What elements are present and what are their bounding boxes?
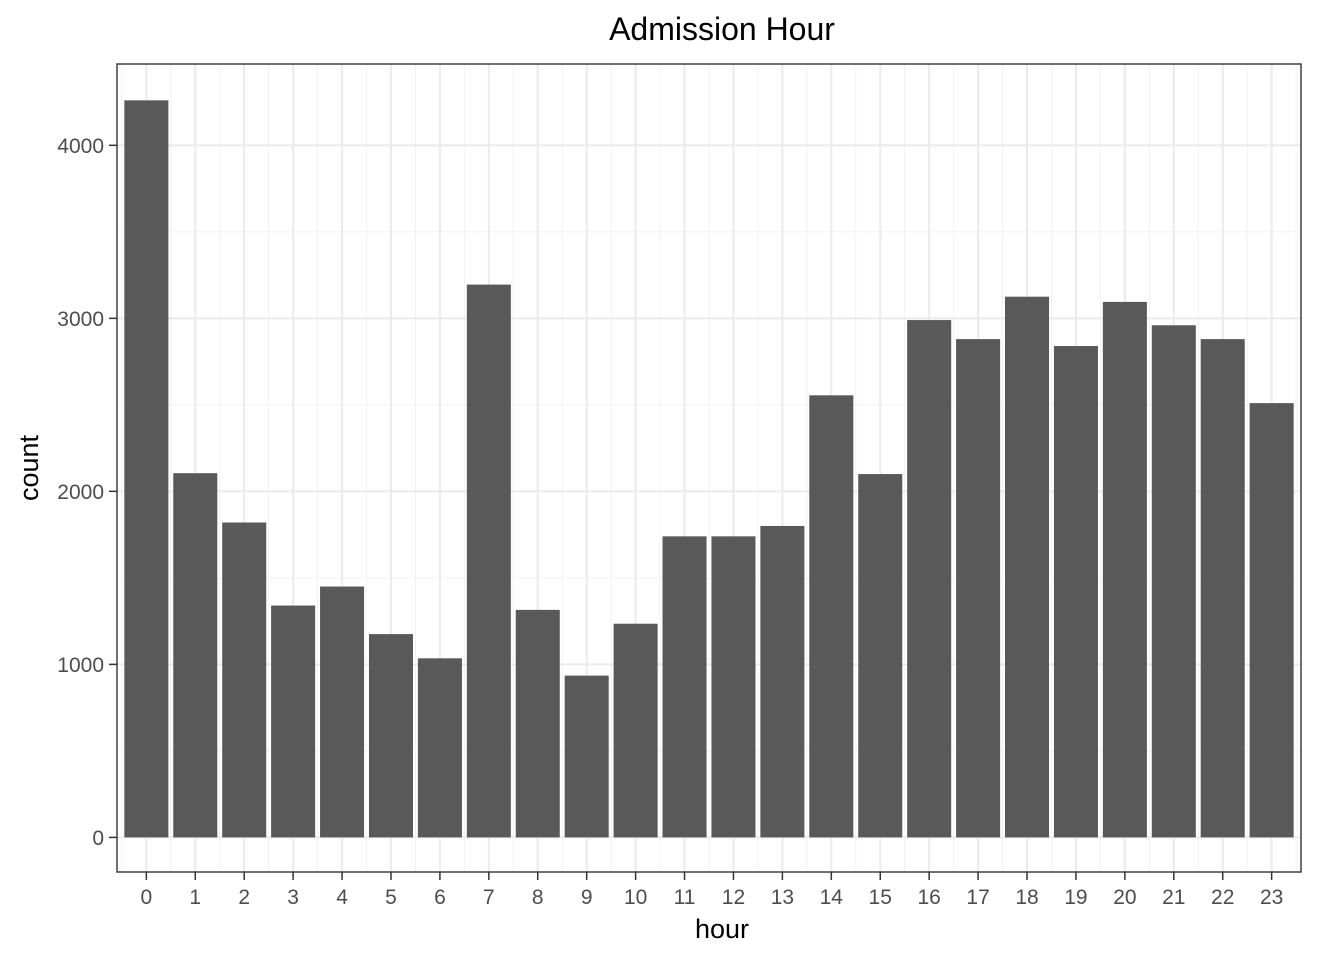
x-tick-label: 12 <box>722 886 745 909</box>
bar-hour-8 <box>515 609 560 838</box>
x-tick-label: 4 <box>336 886 348 909</box>
bar-hour-21 <box>1151 325 1196 838</box>
y-tick-label: 2000 <box>57 481 104 504</box>
bar-hour-4 <box>320 586 365 838</box>
x-tick-label: 20 <box>1113 886 1136 909</box>
chart-title: Admission Hour <box>609 11 835 47</box>
bar-hour-17 <box>956 339 1001 838</box>
bar-hour-7 <box>466 284 511 838</box>
x-axis: 0 1 2 3 4 5 6 7 8 9 10 11 12 13 14 15 16 17 18 19 20 21 22 23 <box>141 872 1283 909</box>
x-tick-label: 13 <box>771 886 794 909</box>
y-tick-label: 4000 <box>57 135 104 158</box>
x-tick-label: 19 <box>1064 886 1087 909</box>
x-tick-label: 21 <box>1162 886 1185 909</box>
x-tick-label: 7 <box>483 886 495 909</box>
y-tick-label: 0 <box>92 827 104 850</box>
bars <box>124 100 1294 838</box>
x-tick-label: 18 <box>1015 886 1038 909</box>
x-tick-label: 3 <box>287 886 299 909</box>
x-tick-label: 14 <box>820 886 844 909</box>
x-tick-label: 17 <box>966 886 989 909</box>
bar-hour-9 <box>564 675 609 838</box>
bar-hour-22 <box>1200 339 1245 838</box>
bar-hour-5 <box>368 634 413 838</box>
x-tick-label: 9 <box>581 886 593 909</box>
y-tick-label: 3000 <box>57 308 104 331</box>
x-tick-label: 2 <box>238 886 250 909</box>
bar-hour-20 <box>1102 301 1147 838</box>
x-tick-label: 0 <box>141 886 153 909</box>
x-tick-label: 15 <box>869 886 892 909</box>
bar-hour-11 <box>662 536 707 838</box>
x-tick-label: 16 <box>917 886 940 909</box>
x-tick-label: 8 <box>532 886 544 909</box>
bar-hour-10 <box>613 623 658 838</box>
x-tick-label: 1 <box>189 886 201 909</box>
bar-hour-18 <box>1005 296 1050 838</box>
bar-hour-16 <box>907 320 952 838</box>
bar-hour-19 <box>1053 346 1098 838</box>
panel-border <box>116 63 1302 873</box>
x-tick-label: 5 <box>385 886 397 909</box>
bar-hour-1 <box>173 473 218 838</box>
bar-hour-3 <box>271 605 316 838</box>
x-tick-label: 11 <box>674 886 696 909</box>
bar-hour-2 <box>222 522 267 838</box>
bar-hour-13 <box>760 525 805 838</box>
y-axis: 0 1000 2000 3000 4000 <box>57 135 117 850</box>
bar-hour-12 <box>711 536 756 838</box>
bar-hour-6 <box>417 658 462 838</box>
x-tick-label: 22 <box>1211 886 1234 909</box>
bar-hour-14 <box>809 395 854 838</box>
x-axis-title: hour <box>695 914 749 944</box>
y-axis-title: count <box>14 434 44 501</box>
x-tick-label: 10 <box>624 886 647 909</box>
x-tick-label: 23 <box>1260 886 1283 909</box>
y-tick-label: 1000 <box>57 654 104 677</box>
x-tick-label: 6 <box>434 886 446 909</box>
bar-hour-15 <box>858 474 903 838</box>
bar-hour-0 <box>124 100 169 838</box>
bar-hour-23 <box>1249 403 1294 838</box>
